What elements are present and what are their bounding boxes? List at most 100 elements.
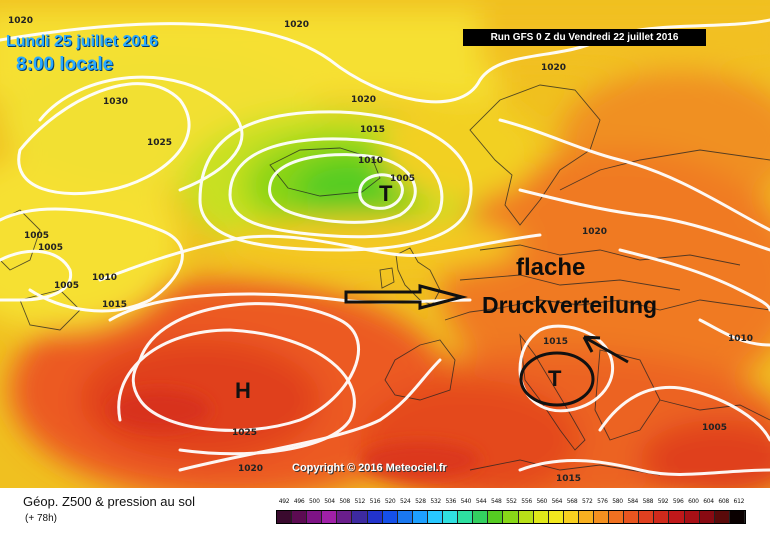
scale-tick-label: 508 [339, 498, 350, 505]
isobar-label: 1020 [8, 16, 34, 26]
annotation-text: flache [516, 254, 586, 281]
scale-tick-label: 540 [460, 498, 472, 505]
scale-tick-label: 564 [551, 498, 563, 505]
scale-swatch [503, 511, 519, 523]
scale-tick-label: 516 [369, 498, 381, 505]
isobar-label: 1015 [543, 337, 569, 347]
scale-tick-label: 584 [627, 498, 638, 505]
isobar-label: 1025 [147, 138, 173, 148]
scale-swatch [352, 511, 368, 523]
scale-swatch [578, 511, 594, 523]
scale-swatch [669, 511, 685, 523]
isobar-label: 1010 [92, 273, 118, 283]
scale-swatch [322, 511, 338, 523]
high-pressure-marker: H [235, 378, 251, 403]
scale-swatch [639, 511, 655, 523]
scale-tick-label: 552 [506, 498, 517, 505]
isobar-label: 1030 [103, 97, 129, 107]
isobar-label: 1005 [24, 231, 50, 241]
isobar-label: 1005 [38, 243, 64, 253]
isobar-label: 1015 [360, 125, 386, 135]
scale-tick-label: 600 [688, 498, 699, 505]
scale-tick-label: 528 [415, 498, 426, 505]
scale-swatch [412, 511, 428, 523]
isobar-label: 1025 [232, 428, 258, 438]
scale-swatch [382, 511, 398, 523]
weather-map: 1020 1020 1020 1030 1025 1020 1015 1010 … [0, 0, 770, 488]
legend-subtitle: (+ 78h) [25, 513, 57, 524]
scale-tick-label: 560 [536, 498, 548, 505]
isobar-label: 1020 [284, 20, 310, 30]
isobar-label: 1020 [238, 464, 264, 474]
scale-swatch [307, 511, 323, 523]
scale-tick-label: 492 [278, 498, 290, 505]
scale-tick-label: 608 [718, 498, 729, 505]
isobar-label: 1020 [351, 95, 377, 105]
color-scale-bar [276, 510, 746, 524]
scale-swatch [563, 511, 579, 523]
scale-tick-label: 556 [521, 498, 532, 505]
scale-swatch [458, 511, 474, 523]
scale-tick-label: 524 [400, 498, 411, 505]
copyright-text: Copyright © 2016 Meteociel.fr [292, 462, 447, 474]
scale-swatch [488, 511, 504, 523]
scale-tick-label: 548 [490, 498, 502, 505]
hand-arrow [344, 284, 468, 310]
scale-swatch [367, 511, 383, 523]
scale-tick-label: 596 [672, 498, 684, 505]
scale-swatch [427, 511, 444, 523]
scale-swatch [699, 511, 715, 523]
scale-tick-label: 576 [597, 498, 608, 505]
color-scale-ticks: 492 496 500 504 508 512 516 520 524 528 532 536 540 5… [276, 498, 746, 508]
scale-tick-label: 536 [445, 498, 457, 505]
scale-swatch [714, 511, 730, 523]
scale-swatch [609, 511, 625, 523]
isobar-label: 1020 [582, 227, 608, 237]
scale-swatch [548, 511, 564, 523]
scale-tick-label: 592 [657, 498, 669, 505]
scale-tick-label: 520 [384, 498, 396, 505]
scale-swatch [654, 511, 670, 523]
scale-swatch [473, 511, 489, 523]
legend: Géop. Z500 & pression au sol (+ 78h) 492… [0, 488, 770, 555]
low-pressure-marker: T [548, 366, 562, 391]
scale-tick-label: 532 [430, 498, 441, 505]
scale-swatch [533, 511, 549, 523]
scale-tick-label: 500 [309, 498, 320, 505]
scale-swatch [593, 511, 610, 523]
legend-title: Géop. Z500 & pression au sol [23, 494, 195, 509]
hand-arrow-small [582, 335, 629, 364]
scale-swatch [337, 511, 353, 523]
map-field [0, 0, 770, 488]
scale-tick-label: 572 [581, 498, 593, 505]
scale-swatch [624, 511, 640, 523]
forecast-time: 8:00 locale [16, 54, 114, 75]
isobar-label: 1015 [102, 300, 128, 310]
annotation-text: Druckverteilung [482, 292, 658, 318]
scale-swatch [518, 511, 534, 523]
scale-tick-label: 580 [612, 498, 623, 505]
low-pressure-marker: T [379, 181, 393, 206]
scale-tick-label: 544 [475, 498, 487, 505]
isobar-label: 1015 [556, 474, 582, 484]
scale-tick-label: 604 [703, 498, 714, 505]
isobar-label: 1005 [54, 281, 80, 291]
hand-circle [519, 351, 595, 407]
isobar-label: 1005 [390, 174, 416, 184]
forecast-date: Lundi 25 juillet 2016 [6, 33, 159, 50]
run-info-banner: Run GFS 0 Z du Vendredi 22 juillet 2016 [463, 29, 706, 46]
scale-tick-label: 612 [733, 498, 745, 505]
isobar-label: 1010 [358, 156, 384, 166]
isobar-label: 1005 [702, 423, 728, 433]
scale-swatch [684, 511, 700, 523]
scale-swatch [397, 511, 413, 523]
isobar-label: 1010 [728, 334, 754, 344]
scale-swatch [443, 511, 459, 523]
scale-tick-label: 568 [566, 498, 578, 505]
scale-swatch [292, 511, 308, 523]
scale-swatch [277, 511, 293, 523]
isobar-label: 1020 [541, 63, 567, 73]
scale-tick-label: 512 [354, 498, 366, 505]
scale-swatch [729, 511, 745, 523]
scale-tick-label: 496 [293, 498, 305, 505]
